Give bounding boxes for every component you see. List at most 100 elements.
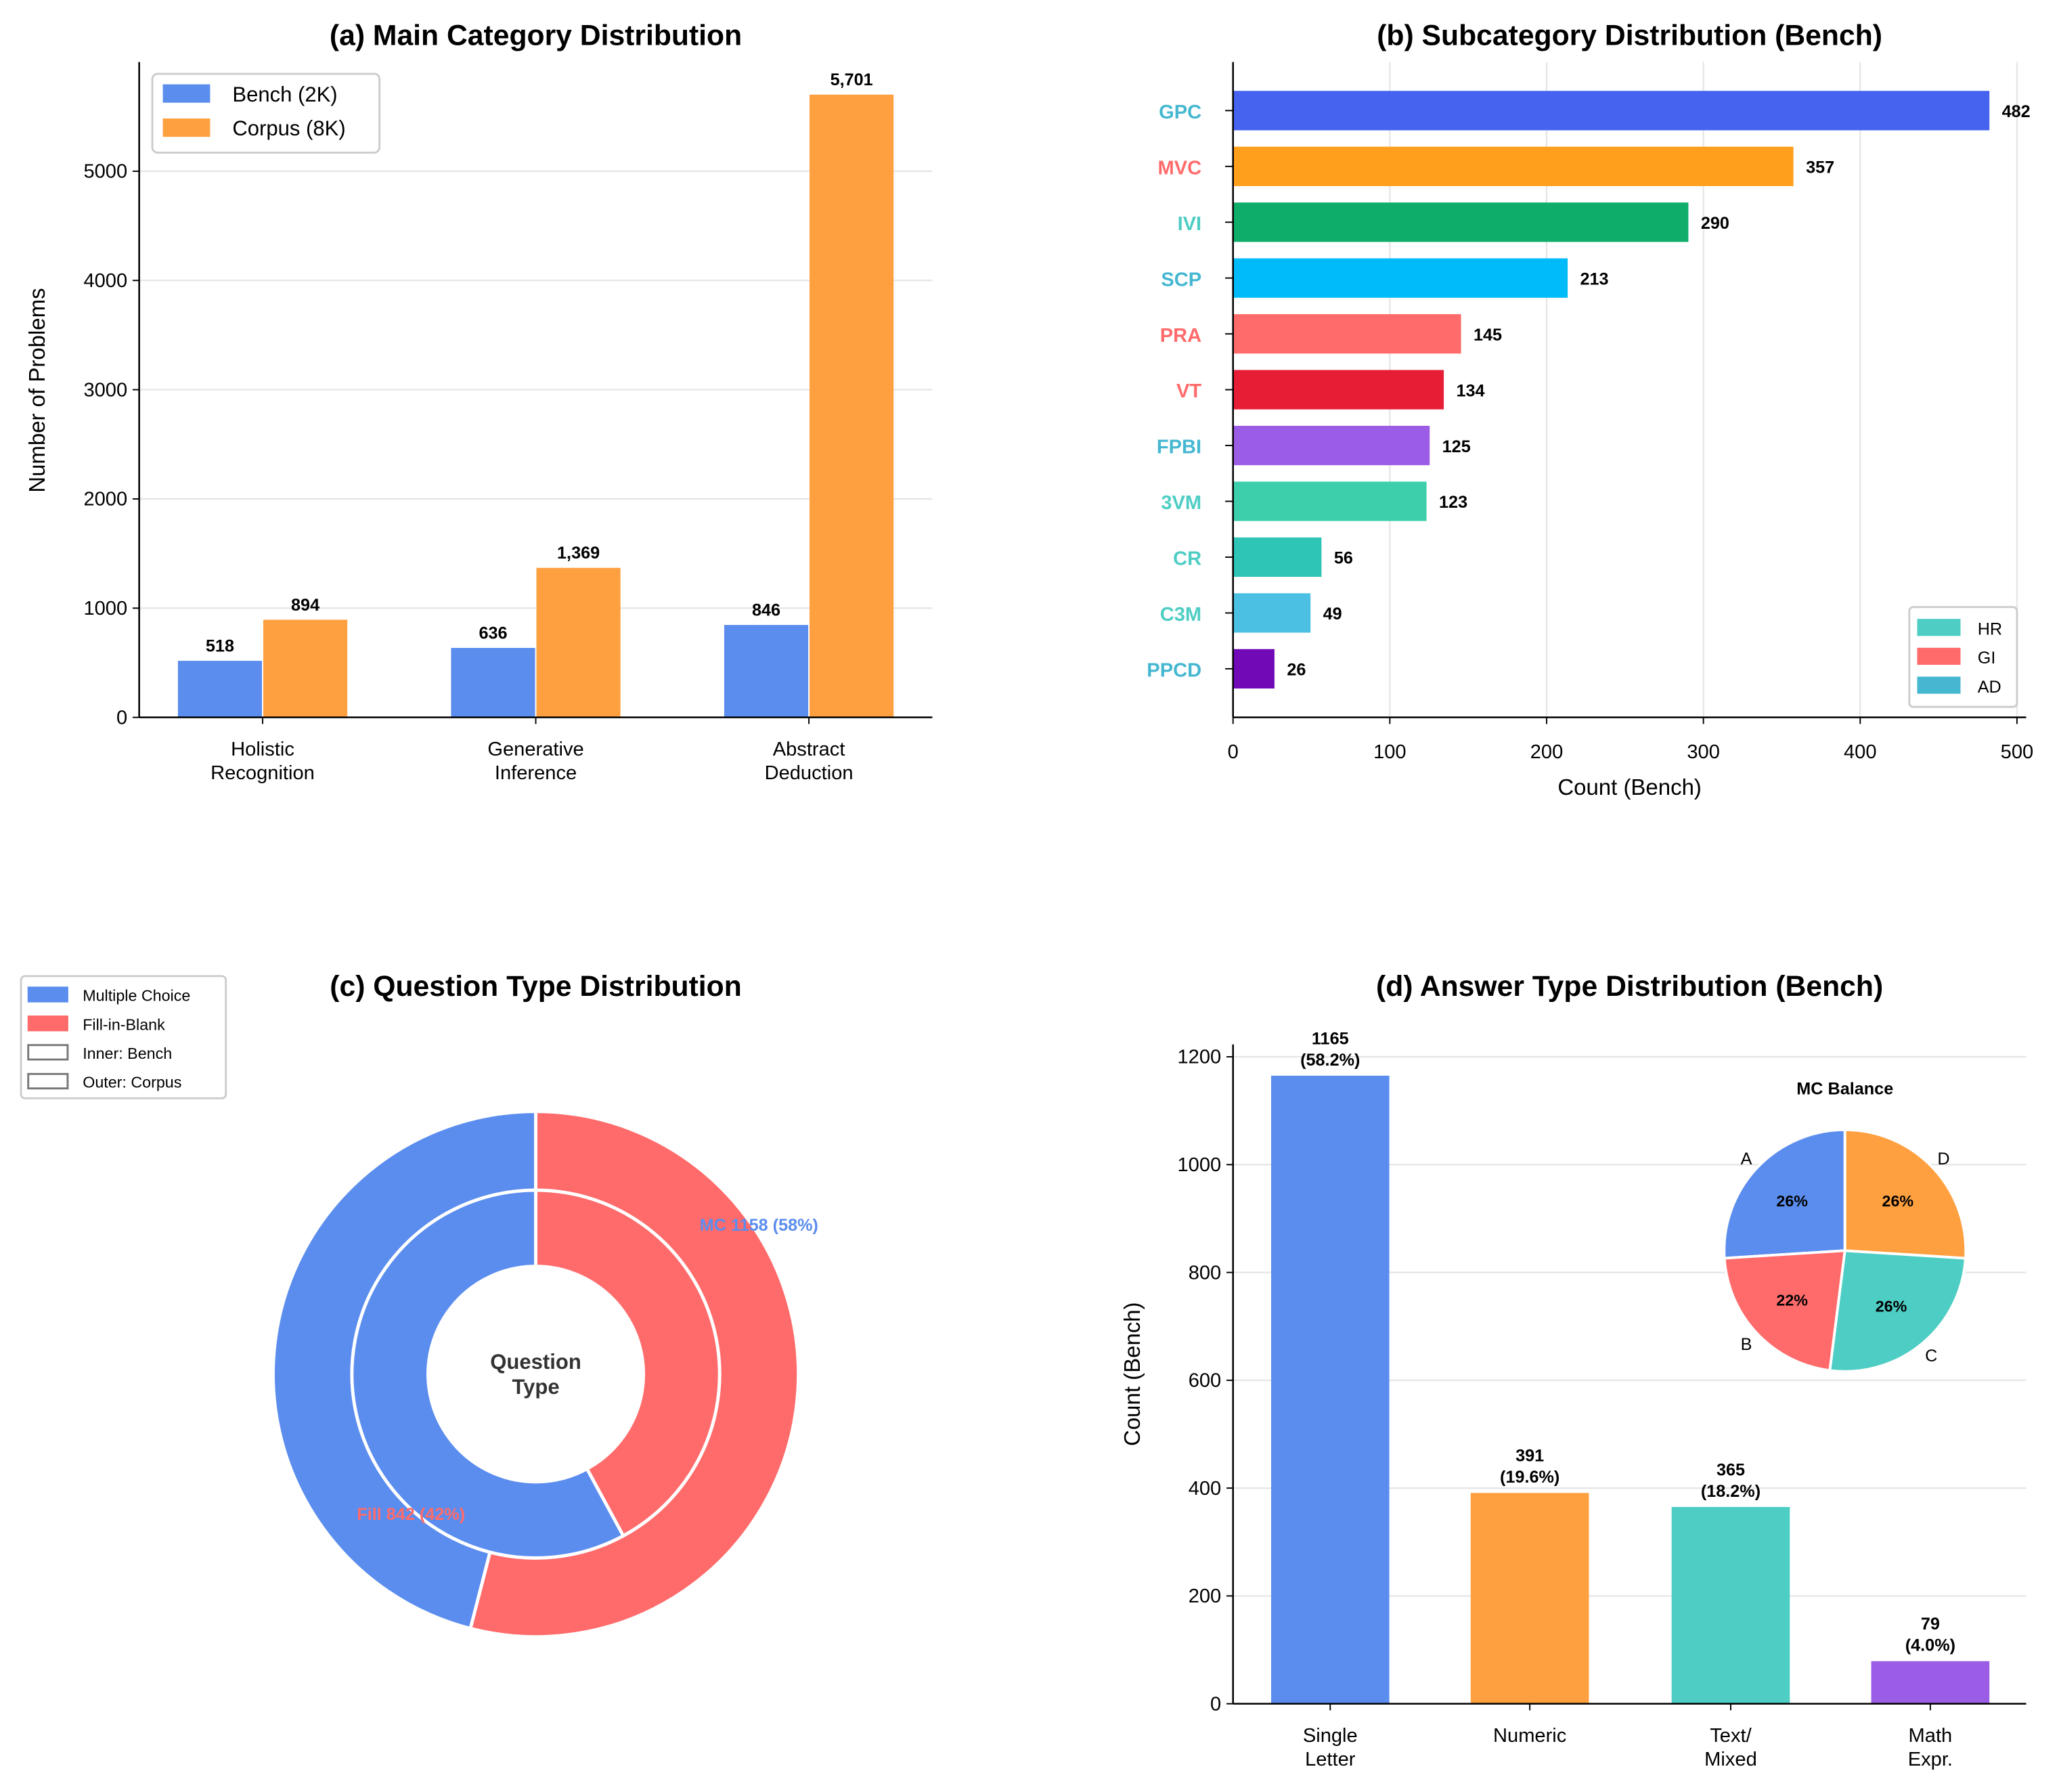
bar-value-label: 1165 (58.2%) (1300, 1029, 1360, 1070)
bar-corpus (536, 567, 621, 718)
legend-swatch (162, 118, 211, 137)
bar-value-label: 357 (1806, 158, 1834, 177)
x-tick-label: 400 (1844, 741, 1877, 763)
x-tick-label: Holistic Recognition (211, 739, 315, 784)
y-tick-label: VT (1176, 380, 1201, 402)
x-tick-label: Generative Inference (487, 739, 583, 784)
bar-value-label: 894 (291, 596, 319, 615)
x-tick-label: 0 (1228, 741, 1239, 763)
legend-swatch (1917, 647, 1961, 665)
y-tick-label: 0 (116, 707, 127, 728)
legend-swatch (162, 84, 211, 103)
y-tick-label: IVI (1178, 213, 1202, 235)
bar-value-label: 145 (1474, 326, 1502, 345)
bar-value-label: 5,701 (831, 70, 873, 89)
y-tick-label: 400 (1189, 1478, 1222, 1500)
bar-value-label: 482 (2002, 102, 2031, 121)
inset-slice-a (1723, 1128, 1846, 1260)
x-tick-label: Abstract Deduction (765, 739, 854, 784)
inset-title: MC Balance (1796, 1079, 1893, 1098)
y-tick-label: 5000 (83, 161, 127, 183)
inset-category-label: D (1937, 1150, 1949, 1168)
legend-label: GI (1978, 649, 1996, 668)
chart-title-a: (a) Main Category Distribution (330, 19, 742, 51)
bar-value-label: 125 (1442, 437, 1471, 456)
bar-pra (1233, 314, 1461, 354)
bar-value-label: 213 (1580, 269, 1609, 288)
bar-value-label: 1,369 (557, 544, 600, 563)
bar (1871, 1661, 1990, 1704)
x-tick-label: Single Letter (1303, 1725, 1358, 1770)
y-axis-label: Number of Problems (24, 288, 49, 492)
bar-value-label: 56 (1334, 549, 1353, 568)
bar-ppcd (1233, 649, 1275, 689)
chart-title-d: (d) Answer Type Distribution (Bench) (1376, 970, 1883, 1003)
y-tick-label: CR (1173, 548, 1201, 570)
legend (1908, 606, 2018, 708)
x-tick-label: Text/Mixed (1704, 1725, 1757, 1770)
legend-label: Multiple Choice (83, 987, 190, 1005)
y-tick-label: 600 (1189, 1370, 1222, 1392)
inset-slice-c (1828, 1249, 1967, 1373)
inset-category-label: B (1741, 1335, 1752, 1354)
legend-label: Corpus (8K) (232, 116, 345, 140)
bar-value-label: 134 (1457, 381, 1485, 400)
y-tick-label: 3VM (1161, 492, 1201, 514)
x-tick-label: 100 (1373, 741, 1407, 763)
bar (1671, 1506, 1790, 1704)
y-tick-label: PPCD (1147, 660, 1201, 682)
legend-label: Fill-in-Blank (83, 1015, 165, 1033)
bar-value-label: 49 (1323, 605, 1342, 624)
inset-slice-d (1843, 1128, 1968, 1260)
y-tick-label: 0 (1210, 1693, 1221, 1715)
y-tick-label: 200 (1189, 1586, 1222, 1607)
bar-gpc (1233, 91, 1990, 131)
bar-value-label: 636 (479, 624, 507, 642)
y-tick-label: C3M (1160, 604, 1201, 626)
legend-box (20, 975, 227, 1099)
inset-pct-label: 26% (1882, 1192, 1914, 1210)
x-axis-label: Count (Bench) (1557, 774, 1702, 800)
legend-swatch (27, 1072, 69, 1090)
bar-scp (1233, 258, 1568, 298)
bar-mvc (1233, 146, 1794, 186)
y-tick-label: 2000 (83, 489, 127, 510)
inset-pct-label: 26% (1776, 1192, 1808, 1210)
y-axis-label: Count (Bench) (1120, 1302, 1145, 1446)
y-tick-label: 1200 (1178, 1047, 1222, 1068)
inner-slice-mc (350, 1188, 626, 1560)
legend-swatch (27, 1044, 69, 1061)
x-tick-label: Numeric (1493, 1725, 1566, 1747)
inner-slice-fill (534, 1188, 722, 1538)
legend-swatch (27, 1015, 68, 1032)
bar-ivi (1233, 202, 1689, 242)
center-label: Question Type (490, 1350, 581, 1399)
bar-cr (1233, 537, 1322, 577)
y-tick-label: 1000 (83, 598, 127, 619)
bar-3vm (1233, 481, 1427, 521)
legend-label: Outer: Corpus (83, 1074, 181, 1091)
x-tick-label: Math Expr. (1908, 1725, 1953, 1770)
legend-swatch (1917, 619, 1961, 636)
y-tick-label: SCP (1161, 269, 1201, 290)
legend-swatch (1917, 676, 1961, 694)
y-tick-label: 4000 (83, 270, 127, 292)
bar-value-label: 123 (1439, 493, 1467, 512)
legend (151, 72, 381, 154)
fill-annotation: Fill 842 (42%) (357, 1505, 465, 1524)
bar-corpus (810, 94, 894, 718)
legend (20, 975, 227, 1099)
bar-value-label: 846 (752, 601, 780, 620)
y-tick-label: 800 (1189, 1262, 1222, 1284)
legend-label: AD (1978, 678, 2001, 697)
bar-corpus (263, 619, 348, 718)
x-tick-label: 500 (2001, 741, 2034, 763)
inset-pct-label: 26% (1876, 1298, 1907, 1315)
legend-label: Bench (2K) (232, 83, 337, 106)
bar-bench (724, 625, 809, 718)
y-tick-label: 3000 (83, 379, 127, 401)
legend-swatch (27, 986, 68, 1003)
bar-value-label: 79 (4.0%) (1905, 1615, 1955, 1655)
chart-title-b: (b) Subcategory Distribution (Bench) (1377, 19, 1882, 51)
bar-fpbi (1233, 425, 1430, 466)
